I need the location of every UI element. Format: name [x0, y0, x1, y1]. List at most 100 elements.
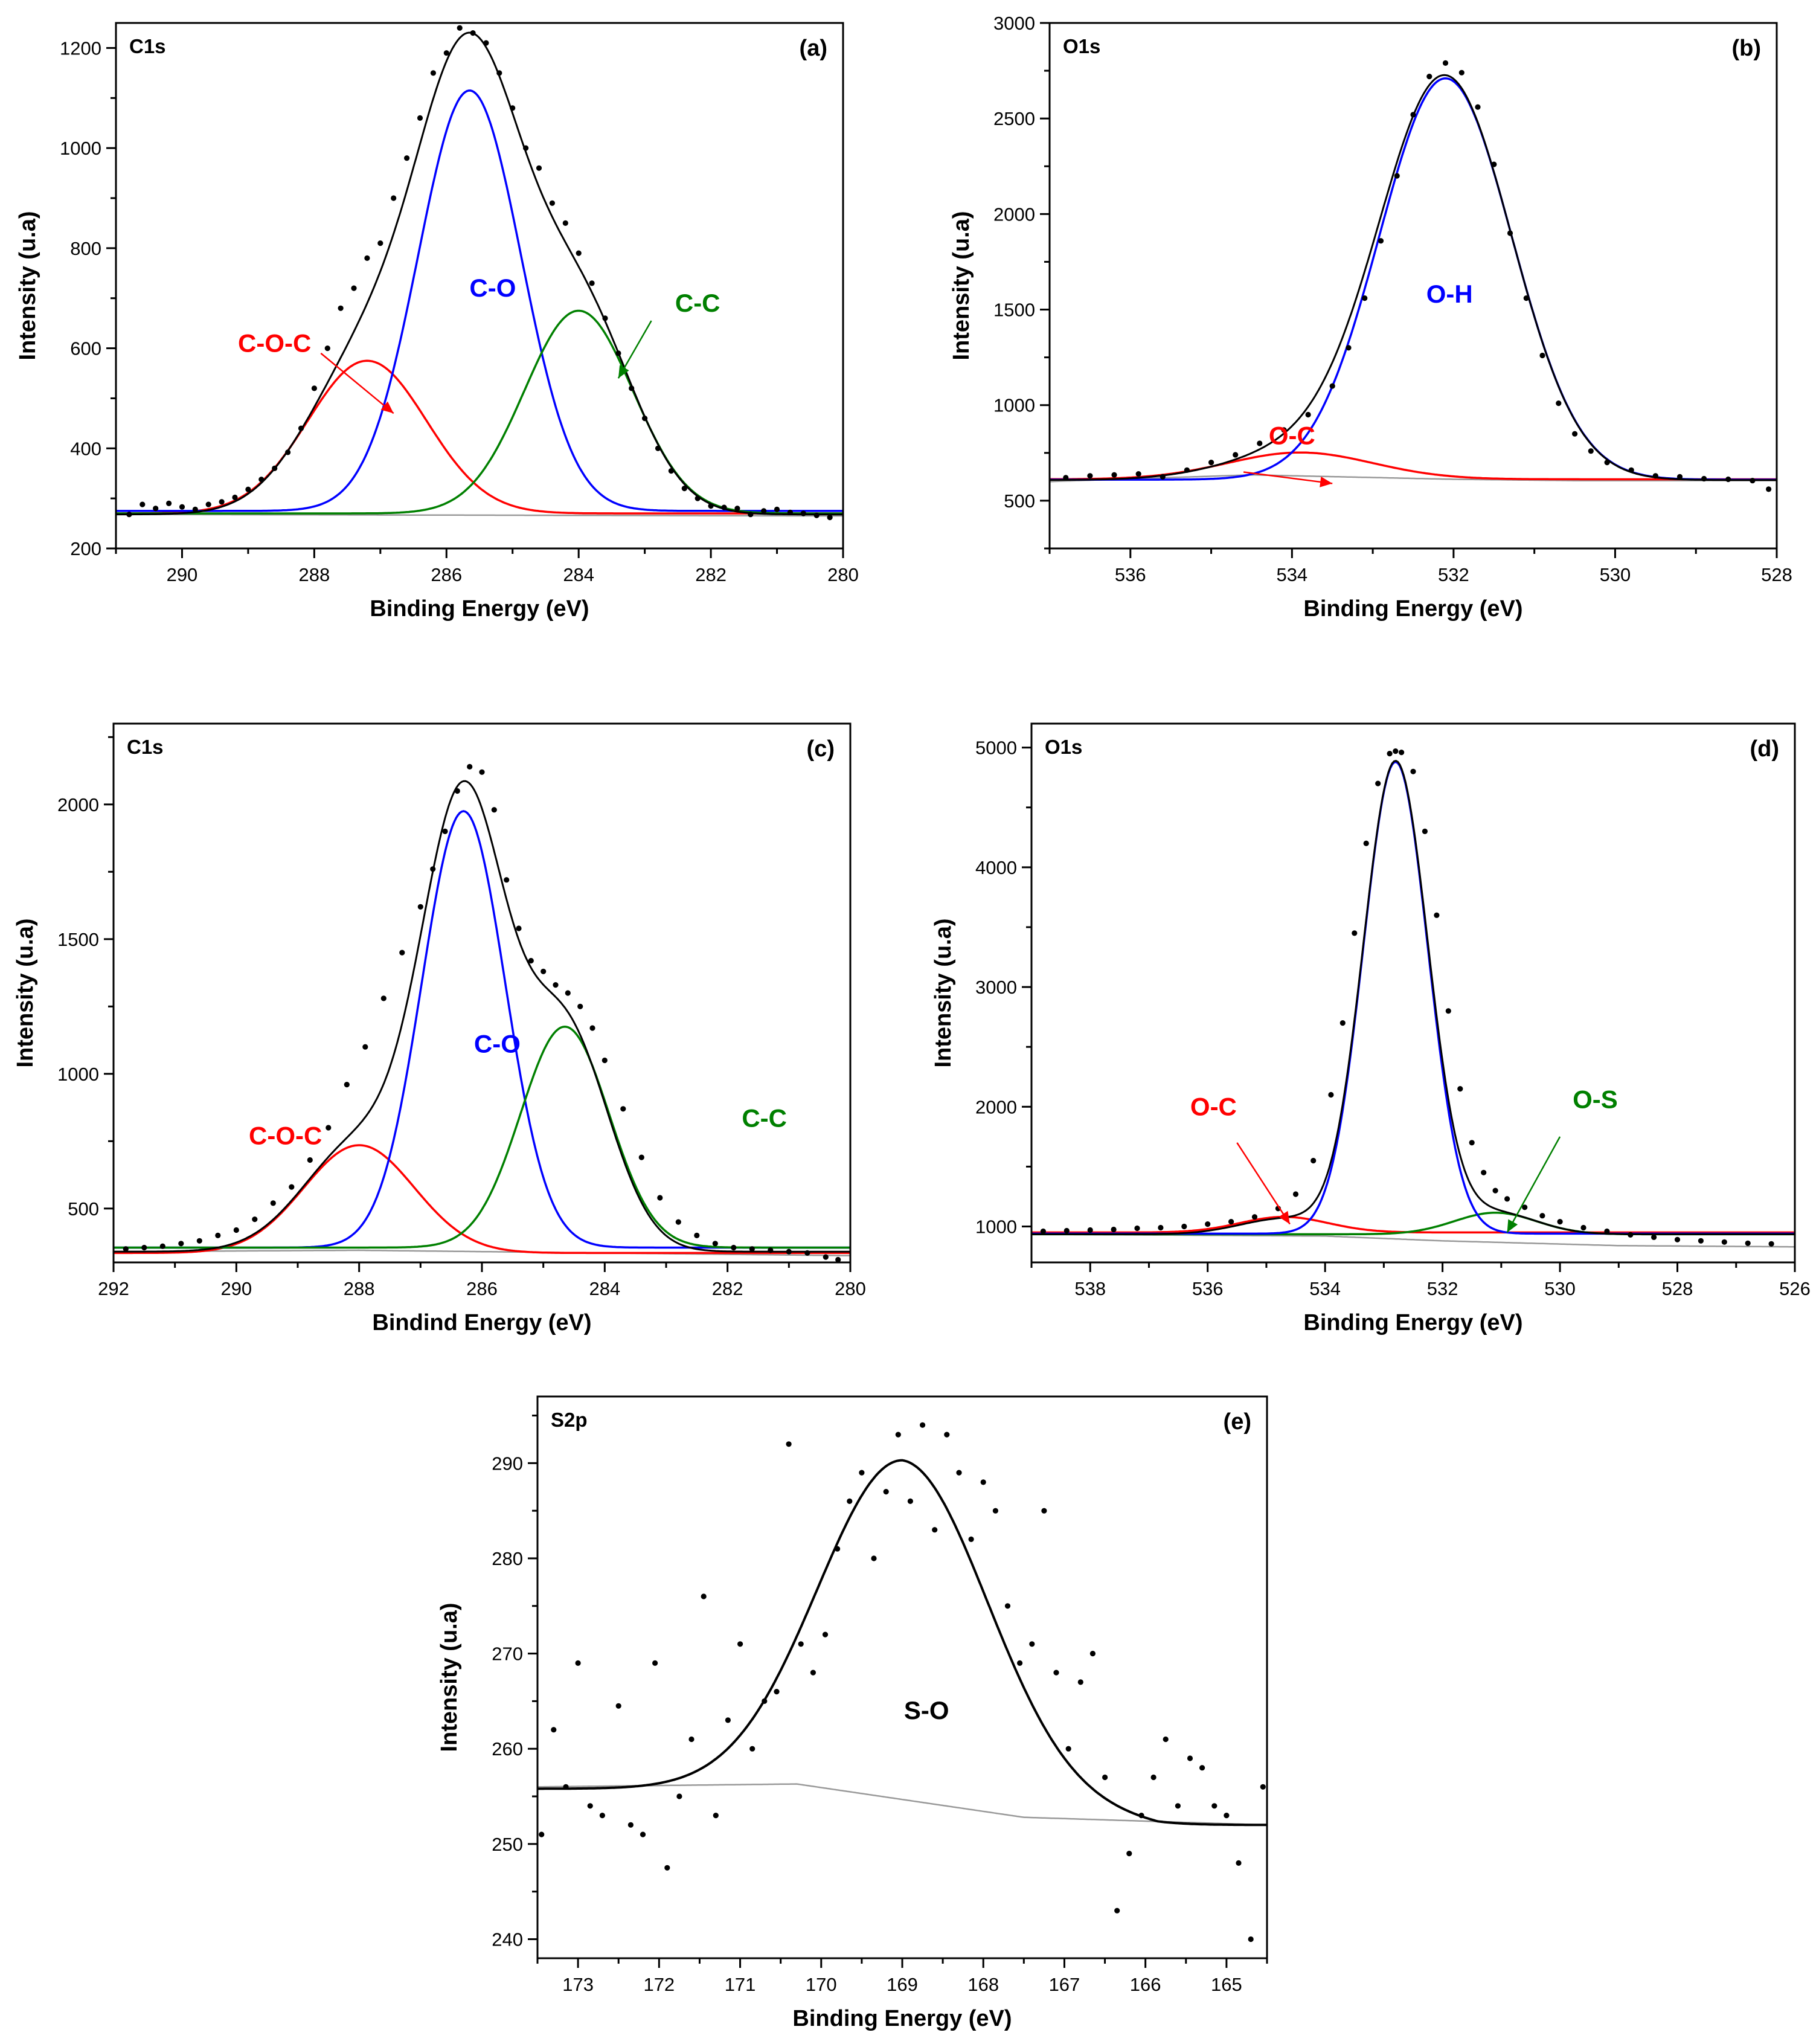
data-point	[404, 155, 410, 161]
data-point	[823, 1254, 829, 1260]
data-point	[1111, 1226, 1117, 1233]
data-point	[980, 1479, 986, 1485]
data-point	[1160, 474, 1166, 480]
data-point	[1233, 452, 1239, 458]
data-point	[1676, 474, 1683, 480]
data-point	[417, 115, 423, 121]
x-tick-label: 171	[725, 1974, 756, 1995]
peak-label: S-O	[904, 1696, 949, 1724]
data-point	[1352, 930, 1358, 936]
y-tick-label: 2000	[993, 204, 1035, 225]
data-point	[731, 1244, 737, 1251]
data-point	[1181, 1223, 1187, 1230]
data-point	[629, 385, 635, 391]
data-point	[668, 468, 674, 474]
data-point	[1134, 1225, 1140, 1232]
data-point	[1507, 230, 1513, 236]
data-point	[270, 1200, 276, 1206]
plot-area	[1031, 748, 1795, 1248]
x-tick-label: 173	[562, 1974, 594, 1995]
data-point	[1175, 1803, 1181, 1809]
data-point	[774, 506, 780, 513]
data-point	[1040, 1228, 1046, 1235]
data-point	[1422, 828, 1428, 834]
data-point	[430, 70, 437, 76]
data-point	[338, 305, 344, 311]
data-point	[166, 500, 172, 507]
y-tick-label: 1500	[57, 929, 99, 950]
peak-fit-c-o-c	[114, 1144, 850, 1255]
data-point	[920, 1422, 926, 1428]
y-tick-label: 3000	[975, 977, 1017, 998]
x-tick-label: 534	[1276, 564, 1307, 585]
data-point	[1721, 1239, 1727, 1245]
data-point	[768, 1247, 774, 1253]
data-point	[192, 506, 198, 513]
data-point	[681, 486, 687, 492]
data-point	[178, 1241, 184, 1247]
data-point	[215, 1232, 221, 1238]
data-point	[688, 1736, 695, 1743]
x-tick-label: 284	[589, 1278, 620, 1299]
plot-frame	[1048, 22, 1778, 550]
x-tick-label: 538	[1074, 1278, 1106, 1299]
data-point	[798, 1641, 804, 1647]
data-point	[430, 866, 436, 872]
peak-label: C-O-C	[238, 329, 311, 357]
x-axis-label: Binding Energy (eV)	[1303, 596, 1522, 622]
data-point	[523, 145, 529, 151]
annotation-arrow-line	[1506, 1136, 1561, 1233]
x-tick-label: 288	[298, 564, 330, 585]
panel-label: (d)	[1750, 736, 1779, 762]
plot-frame	[536, 1395, 1268, 1959]
data-point	[491, 807, 497, 813]
data-point	[1604, 1228, 1610, 1235]
x-tick-label: 284	[563, 564, 594, 585]
data-point	[1041, 1508, 1047, 1514]
data-point	[1260, 1784, 1266, 1790]
data-point	[737, 1641, 743, 1647]
data-point	[311, 385, 318, 391]
panel-a: 290 288 286 284 282 280 200 400 600 800 1000 1200 Bi…	[15, 22, 859, 622]
x-axis-label: Binding Energy (eV)	[1303, 1310, 1522, 1335]
x-tick-label: 530	[1544, 1278, 1576, 1299]
data-point	[1089, 1651, 1096, 1657]
data-point	[907, 1498, 913, 1504]
data-point	[576, 250, 582, 256]
data-point	[1158, 1224, 1164, 1231]
data-point	[800, 510, 806, 516]
panel-e: 173 172 171 170 169 168 167 166 165 240 250 260 270 2…	[437, 1395, 1268, 2031]
peak-fit-c-c	[114, 1026, 850, 1249]
data-point	[551, 1727, 557, 1733]
data-point	[602, 315, 608, 321]
data-point	[298, 425, 304, 431]
spectrum-label: O1s	[1045, 736, 1082, 758]
data-point	[587, 1803, 593, 1809]
data-point	[761, 508, 767, 514]
y-tick-label: 2000	[975, 1096, 1017, 1117]
peak-fit-o-h	[1050, 77, 1777, 481]
data-point	[1725, 476, 1731, 483]
y-tick-label: 2000	[57, 794, 99, 815]
x-tick-label: 536	[1192, 1278, 1224, 1299]
data-point	[1199, 1765, 1205, 1771]
data-point	[1017, 1660, 1023, 1666]
x-tick-label: 532	[1438, 564, 1469, 585]
data-point	[205, 501, 211, 507]
data-point	[822, 1631, 829, 1637]
data-point	[827, 515, 833, 521]
data-point	[1394, 173, 1400, 179]
x-tick-label: 528	[1662, 1278, 1693, 1299]
data-point	[1481, 1169, 1487, 1175]
data-point	[467, 763, 473, 770]
y-tick-label: 800	[70, 238, 101, 259]
x-axis-label: Binding Energy (eV)	[370, 596, 589, 622]
data-point	[516, 925, 522, 931]
data-point	[1339, 1020, 1346, 1026]
data-point	[510, 105, 516, 111]
data-point	[734, 506, 740, 512]
plot-frame	[1030, 722, 1796, 1264]
y-tick-label: 5000	[975, 738, 1017, 759]
data-point	[895, 1432, 901, 1438]
y-axis-label: Intensity (u.a)	[15, 211, 40, 360]
